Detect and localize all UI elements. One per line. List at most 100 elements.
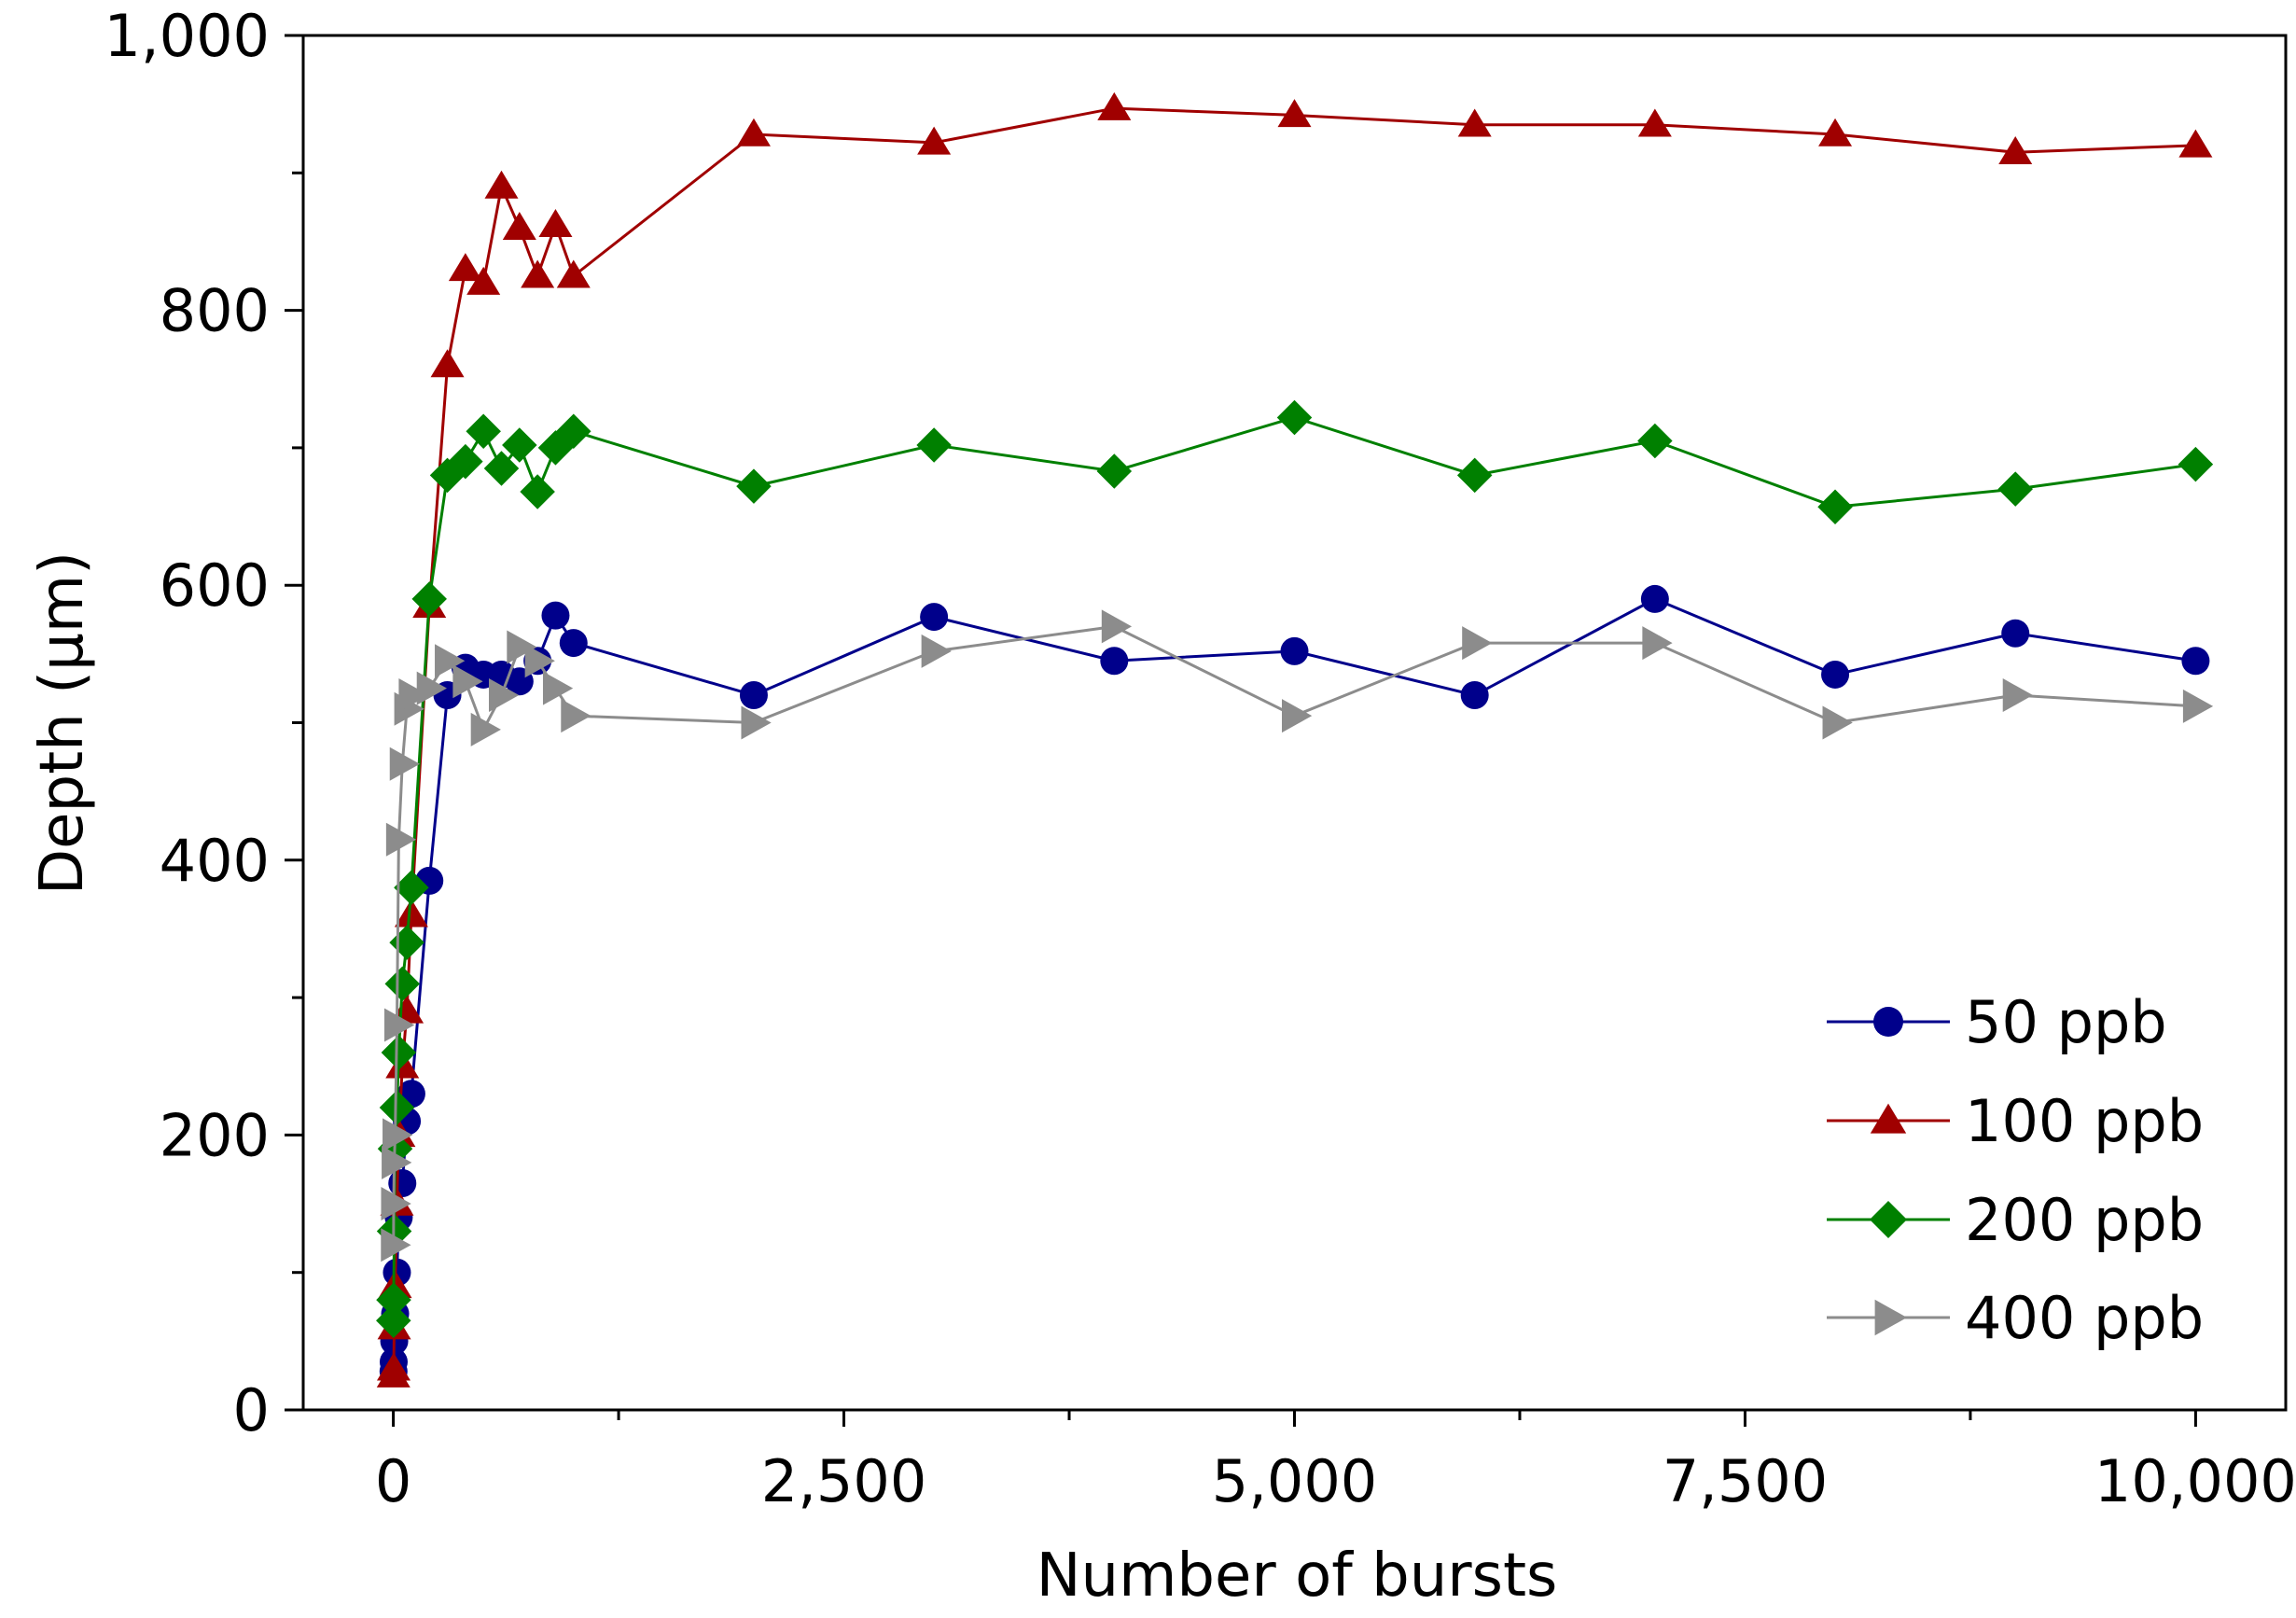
series-layer (376, 91, 2214, 1388)
x-tick-label: 10,000 (2094, 1447, 2296, 1515)
data-point (398, 678, 429, 713)
data-point (389, 746, 420, 781)
data-point (2182, 689, 2214, 723)
series-400-ppb (381, 609, 2214, 1262)
data-point (1282, 699, 1313, 733)
series-100-ppb (376, 91, 2213, 1388)
data-point (448, 443, 483, 480)
data-point (1997, 471, 2033, 507)
data-point (1096, 453, 1133, 489)
data-point (1637, 108, 1672, 137)
data-point (381, 1187, 411, 1221)
data-point (1276, 399, 1313, 436)
data-point (1637, 423, 1673, 459)
data-point (1870, 1103, 1907, 1134)
data-point (381, 1035, 417, 1070)
data-point (736, 468, 772, 504)
data-point (381, 1228, 411, 1262)
legend-item: 400 ppb (1827, 1284, 2204, 1352)
y-tick-label: 800 (160, 277, 270, 345)
data-point (1277, 99, 1312, 128)
data-point (411, 581, 447, 617)
data-point (383, 1118, 413, 1152)
data-point (2178, 129, 2213, 158)
data-point (1460, 681, 1489, 710)
legend-item: 100 ppb (1827, 1087, 2204, 1155)
x-axis-ticks: 0 2,500 5,000 7,500 10,000 (375, 1410, 2296, 1515)
data-point (435, 644, 466, 678)
data-point (384, 966, 420, 1002)
y-axis-title: Depth (µm) (28, 551, 97, 895)
data-point (1818, 118, 1853, 146)
data-point (521, 259, 555, 288)
legend-item: 200 ppb (1827, 1186, 2204, 1254)
data-point (1457, 108, 1492, 137)
legend: 50 ppb 100 ppb 200 ppb 400 ppb (1827, 988, 2204, 1352)
data-point (542, 671, 574, 705)
data-point (2002, 678, 2033, 713)
data-point (430, 349, 465, 378)
data-point (1097, 91, 1132, 120)
series-line (392, 106, 2196, 1376)
data-point (2178, 446, 2214, 482)
data-point (1456, 457, 1493, 494)
y-tick-label: 600 (160, 551, 270, 620)
y-tick-label: 1,000 (104, 2, 271, 70)
data-point (556, 259, 591, 288)
data-point (1998, 135, 2033, 164)
data-point (1817, 489, 1853, 524)
data-point (502, 211, 536, 240)
data-point (917, 126, 952, 155)
data-point (541, 601, 570, 630)
series-200-ppb (376, 399, 2214, 1339)
data-point (466, 266, 501, 295)
series-line (392, 415, 2196, 1321)
data-point (556, 413, 591, 449)
data-point (507, 630, 537, 664)
data-point (524, 644, 555, 678)
data-point (1280, 636, 1309, 665)
data-point (394, 870, 429, 906)
data-point (561, 699, 591, 733)
data-point (1822, 705, 1853, 740)
data-point (1874, 1299, 1907, 1336)
data-point (1873, 1007, 1903, 1037)
data-point (483, 451, 520, 486)
data-point (520, 474, 555, 509)
legend-item: 50 ppb (1827, 988, 2167, 1056)
series-50-ppb (379, 584, 2210, 1386)
y-tick-label: 200 (160, 1101, 270, 1169)
data-point (502, 427, 537, 463)
data-point (1101, 609, 1133, 644)
data-point (1870, 1201, 1907, 1238)
legend-label: 200 ppb (1965, 1186, 2204, 1254)
data-point (559, 629, 588, 658)
data-point (739, 681, 768, 710)
data-point (1640, 584, 1669, 613)
legend-label: 50 ppb (1965, 988, 2167, 1056)
data-point (1100, 647, 1129, 676)
y-tick-label: 400 (160, 827, 270, 895)
legend-label: 100 ppb (1965, 1087, 2204, 1155)
data-point (1462, 626, 1493, 661)
data-point (383, 1008, 415, 1042)
data-point (448, 253, 482, 282)
data-point (2181, 647, 2210, 676)
data-point (2001, 619, 2030, 648)
data-point (452, 664, 483, 699)
legend-label: 400 ppb (1965, 1284, 2204, 1352)
data-point (916, 427, 952, 463)
data-point (920, 603, 949, 632)
data-point (489, 678, 520, 713)
x-tick-label: 7,500 (1663, 1447, 1829, 1515)
data-point (376, 1352, 410, 1381)
x-tick-label: 2,500 (761, 1447, 927, 1515)
data-point (385, 822, 417, 857)
data-point (394, 899, 428, 928)
data-point (382, 1145, 412, 1179)
data-point (1642, 626, 1673, 661)
data-point (389, 925, 424, 960)
data-point (921, 634, 952, 668)
data-point (741, 705, 772, 740)
